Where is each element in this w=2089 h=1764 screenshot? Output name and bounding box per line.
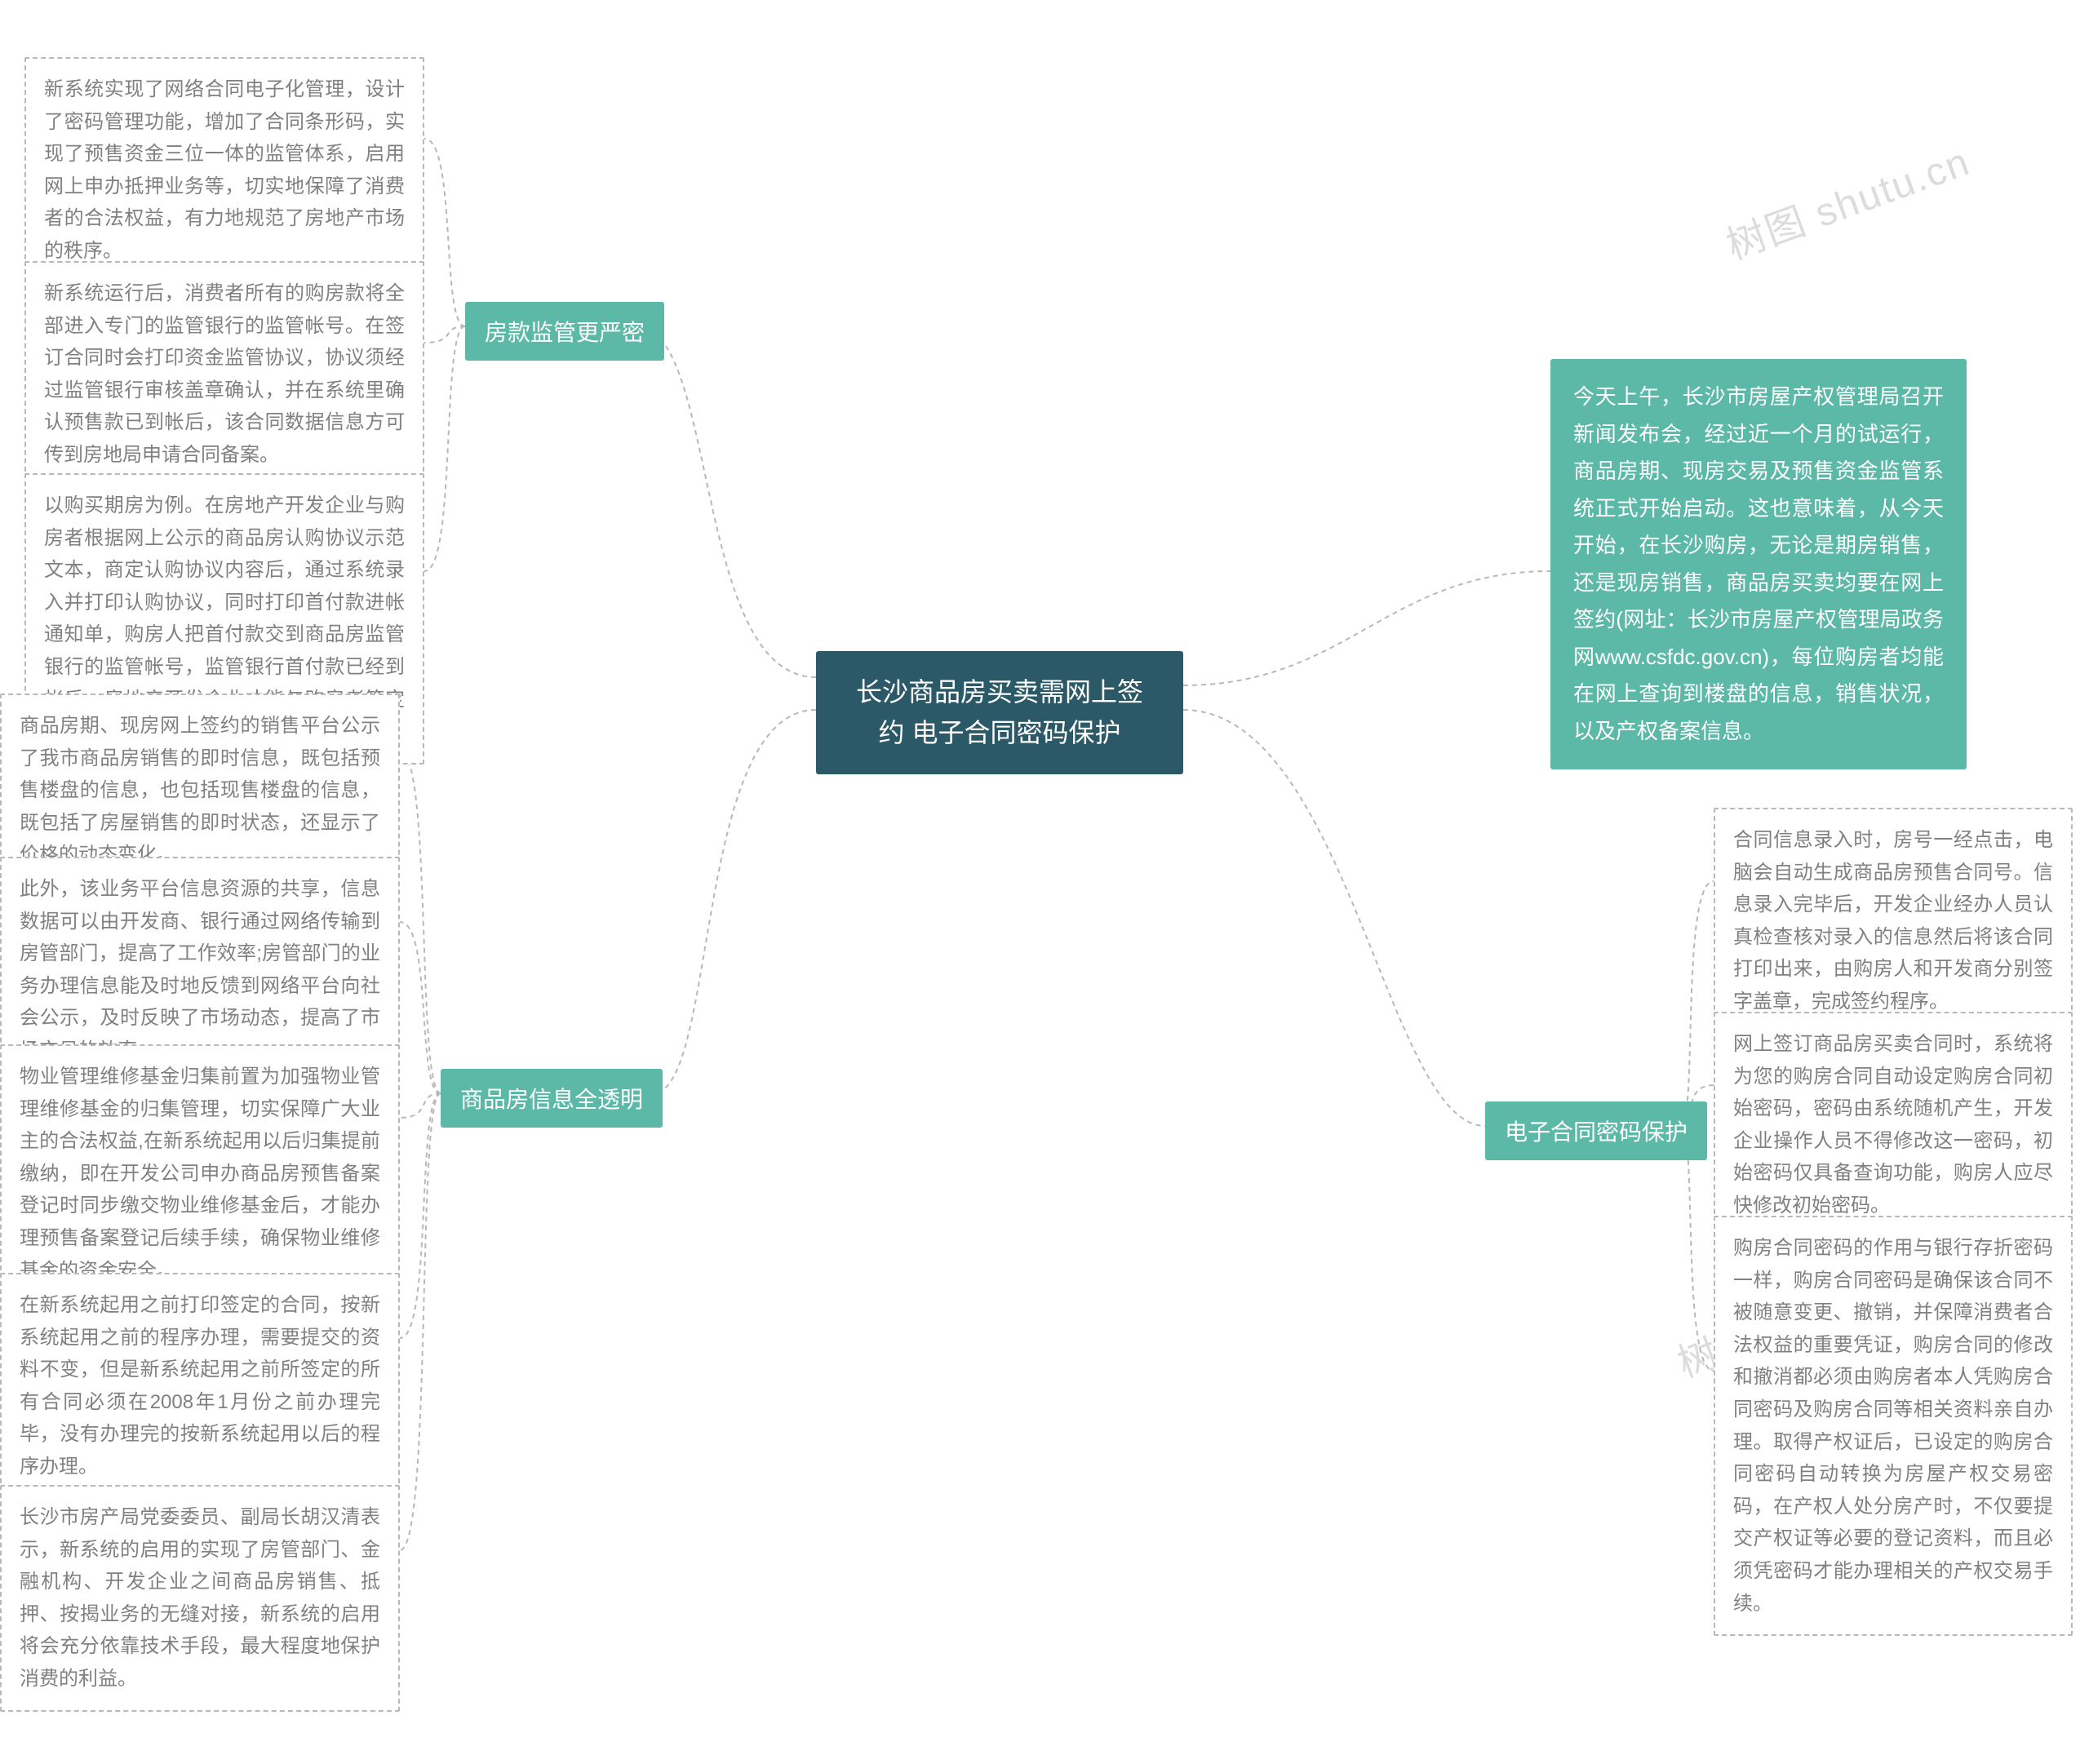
- leaf-node: 在新系统起用之前打印签定的合同，按新系统起用之前的程序办理，需要提交的资料不变，…: [0, 1273, 400, 1500]
- intro-highlight-node[interactable]: 今天上午，长沙市房屋产权管理局召开新闻发布会，经过近一个月的试运行，商品房期、现…: [1550, 359, 1967, 769]
- branch-info-transparent[interactable]: 商品房信息全透明: [441, 1069, 663, 1128]
- leaf-node: 新系统运行后，消费者所有的购房款将全部进入专门的监管银行的监管帐号。在签订合同时…: [24, 261, 424, 488]
- leaf-node: 长沙市房产局党委委员、副局长胡汉清表示，新系统的启用的实现了房管部门、金融机构、…: [0, 1485, 400, 1712]
- branch-password-protection[interactable]: 电子合同密码保护: [1485, 1101, 1707, 1160]
- leaf-node: 购房合同密码的作用与银行存折密码一样，购房合同密码是确保该合同不被随意变更、撤销…: [1714, 1216, 2073, 1636]
- leaf-node: 合同信息录入时，房号一经点击，电脑会自动生成商品房预售合同号。信息录入完毕后，开…: [1714, 808, 2073, 1035]
- center-node[interactable]: 长沙商品房买卖需网上签约 电子合同密码保护: [816, 651, 1183, 774]
- branch-payment-supervision[interactable]: 房款监管更严密: [465, 302, 664, 361]
- watermark: 树图 shutu.cn: [1718, 130, 1977, 271]
- leaf-node: 网上签订商品房买卖合同时，系统将为您的购房合同自动设定购房合同初始密码，密码由系…: [1714, 1012, 2073, 1239]
- leaf-node: 新系统实现了网络合同电子化管理，设计了密码管理功能，增加了合同条形码，实现了预售…: [24, 57, 424, 284]
- leaf-node: 物业管理维修基金归集前置为加强物业管理维修基金的归集管理，切实保障广大业主的合法…: [0, 1044, 400, 1303]
